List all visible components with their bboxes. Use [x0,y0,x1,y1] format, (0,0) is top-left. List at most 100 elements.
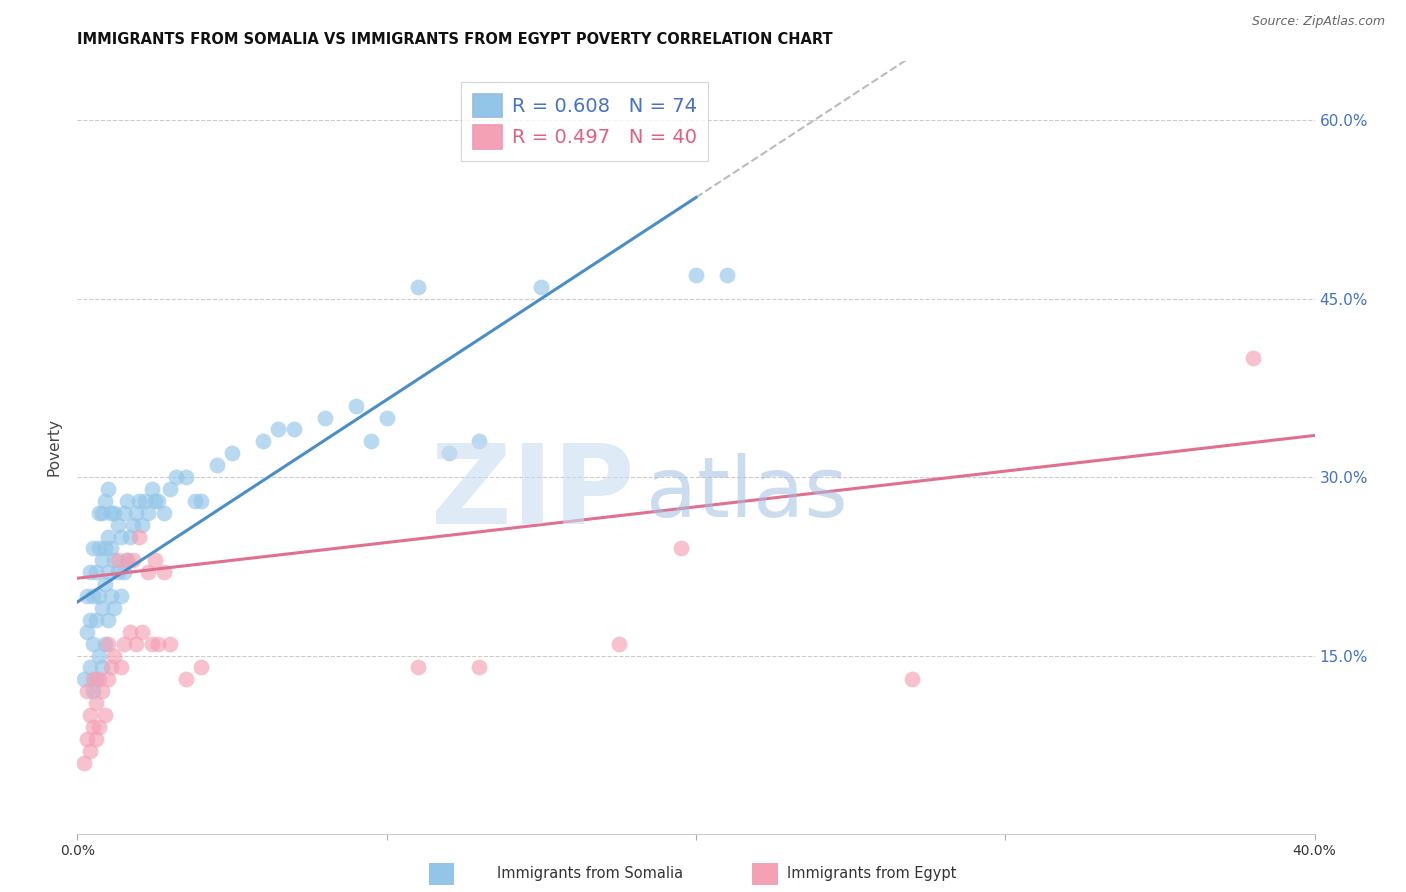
Point [110,660,132,674]
Point [82,589,104,603]
Point [76,684,98,698]
Point [76,589,98,603]
Point [118,530,141,544]
Point [115,553,138,567]
Point [84,731,107,746]
Point [97,613,120,627]
Point [87,541,110,556]
Point [468,660,491,674]
Point [153,506,176,520]
Point [79,613,101,627]
Point [97,566,120,580]
Point [146,637,169,651]
Point [87,673,110,687]
Point [110,530,132,544]
Point [115,553,138,567]
Point [100,589,122,603]
Point [97,637,120,651]
Point [107,566,129,580]
Point [138,566,160,580]
Point [165,470,187,484]
Point [190,660,212,674]
Point [267,422,290,436]
Point [100,506,122,520]
Point [128,494,150,508]
Point [100,541,122,556]
Point [76,624,98,639]
Point [94,541,117,556]
Point [110,589,132,603]
Point [79,744,101,758]
Point [437,446,460,460]
Point [82,684,104,698]
Point [91,660,114,674]
Point [131,624,153,639]
Point [283,422,305,436]
Point [84,696,107,710]
Point [91,601,114,615]
Point [141,637,163,651]
Point [107,553,129,567]
Point [153,566,176,580]
Point [87,589,110,603]
Point [252,434,274,449]
Point [122,553,145,567]
Point [82,720,104,734]
Point [141,482,163,496]
Point [128,530,150,544]
Point [94,577,117,591]
Text: Immigrants from Egypt: Immigrants from Egypt [787,866,956,881]
Point [100,660,122,674]
Point [79,566,101,580]
Point [115,494,138,508]
Point [103,553,125,567]
Point [174,673,197,687]
Point [1241,351,1264,365]
Point [125,506,148,520]
Point [72,673,94,687]
Point [146,494,169,508]
Point [84,566,107,580]
Point [82,541,104,556]
Point [97,530,120,544]
Point [143,494,166,508]
Point [91,553,114,567]
Point [190,494,212,508]
Point [84,673,107,687]
Point [112,637,135,651]
Point [103,648,125,663]
Legend: R = 0.608   N = 74, R = 0.497   N = 40: R = 0.608 N = 74, R = 0.497 N = 40 [461,82,709,161]
Point [131,517,153,532]
Point [94,494,117,508]
Point [112,566,135,580]
Point [184,494,207,508]
Point [112,506,135,520]
Point [82,673,104,687]
Point [221,446,243,460]
Point [82,637,104,651]
Point [125,637,148,651]
Point [94,708,117,723]
Point [118,624,141,639]
Point [87,720,110,734]
Point [76,731,98,746]
Text: Immigrants from Somalia: Immigrants from Somalia [498,866,683,881]
Point [159,637,181,651]
Point [716,268,738,282]
Point [87,648,110,663]
Text: ZIP: ZIP [430,441,634,547]
Point [314,410,336,425]
Point [87,506,110,520]
Point [79,708,101,723]
Point [107,517,129,532]
Point [159,482,181,496]
Text: atlas: atlas [647,453,848,534]
Point [406,660,429,674]
Point [530,279,553,293]
Point [79,660,101,674]
Point [174,470,197,484]
Point [138,506,160,520]
Point [669,541,692,556]
Point [72,756,94,770]
Point [360,434,382,449]
